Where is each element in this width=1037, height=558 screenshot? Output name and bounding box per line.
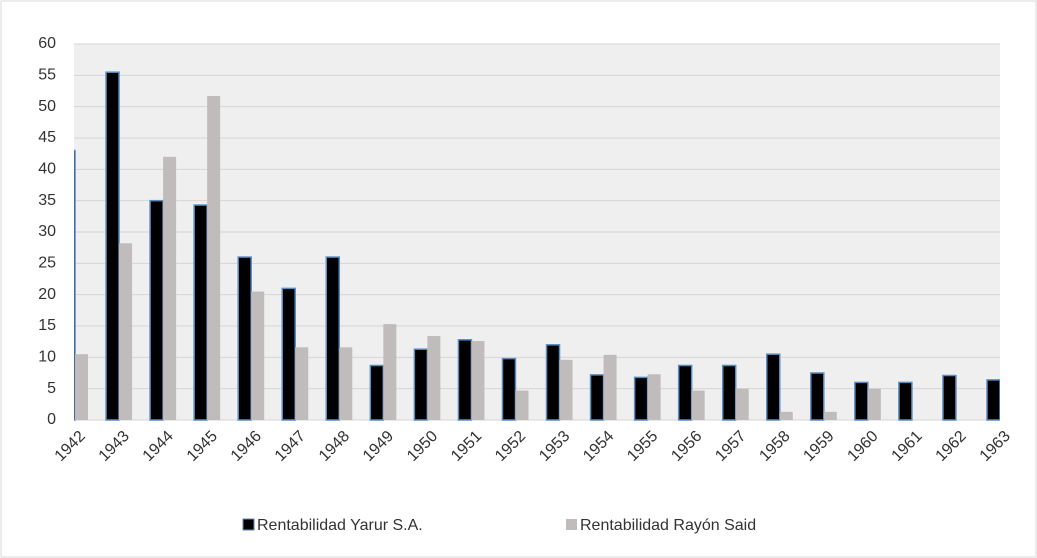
bar xyxy=(854,381,869,421)
bar xyxy=(867,388,881,420)
bar xyxy=(721,364,737,421)
y-tick-label: 25 xyxy=(38,255,56,272)
y-tick-label: 15 xyxy=(38,317,56,334)
bar xyxy=(471,341,485,420)
legend-swatch xyxy=(242,518,255,531)
y-tick-label: 5 xyxy=(47,380,56,397)
bar xyxy=(74,149,76,421)
bar xyxy=(207,96,221,420)
bar xyxy=(545,344,561,421)
y-tick-label: 50 xyxy=(38,98,56,115)
y-tick-label: 20 xyxy=(38,286,56,303)
bar xyxy=(383,324,397,420)
legend-label: Rentabilidad Yarur S.A. xyxy=(257,517,423,534)
bar xyxy=(295,347,309,420)
bar xyxy=(647,374,661,420)
bar xyxy=(105,71,120,421)
bar xyxy=(589,374,605,421)
bar xyxy=(369,364,385,421)
y-tick-label: 45 xyxy=(38,129,56,146)
bar xyxy=(251,291,265,420)
bar xyxy=(163,156,177,421)
bar xyxy=(823,411,837,420)
y-tick-label: 10 xyxy=(38,349,56,366)
bar xyxy=(766,353,781,421)
bar xyxy=(149,199,164,421)
legend-label: Rentabilidad Rayón Said xyxy=(580,517,756,534)
bar xyxy=(325,256,341,421)
bar xyxy=(119,243,133,420)
bar xyxy=(427,336,441,420)
bar xyxy=(810,372,825,421)
bar xyxy=(779,411,793,420)
bar xyxy=(193,204,208,421)
bar xyxy=(691,390,705,420)
bar xyxy=(942,374,957,421)
y-tick-label: 35 xyxy=(38,192,56,209)
y-tick-label: 60 xyxy=(38,35,56,52)
bar xyxy=(603,354,617,420)
y-tick-label: 30 xyxy=(38,223,56,240)
bar xyxy=(515,390,529,420)
bar xyxy=(633,376,649,421)
y-tick-label: 55 xyxy=(38,67,56,84)
bar xyxy=(75,354,88,420)
bar xyxy=(281,287,296,421)
legend-swatch xyxy=(566,519,577,530)
bar xyxy=(677,364,693,421)
bar xyxy=(413,348,429,421)
y-tick-label: 40 xyxy=(38,161,56,178)
bar xyxy=(237,256,252,421)
y-tick-label: 0 xyxy=(47,411,56,428)
bar xyxy=(986,379,1000,421)
bar xyxy=(735,388,749,420)
bar xyxy=(457,339,473,421)
bar xyxy=(501,357,517,421)
bar xyxy=(559,359,573,420)
bar xyxy=(898,381,913,421)
bar xyxy=(339,347,353,420)
